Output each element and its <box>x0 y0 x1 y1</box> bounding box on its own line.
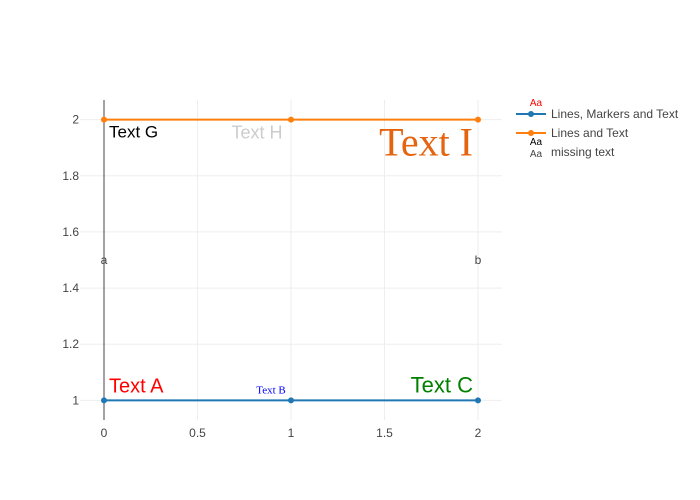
x-tick-label: 2 <box>475 426 482 440</box>
series-marker <box>101 116 107 123</box>
series-marker <box>475 397 481 404</box>
data-text-label: Text C <box>411 372 473 397</box>
legend-swatch-marker <box>528 111 534 117</box>
legend-item-2[interactable]: Aa missing text <box>530 145 615 160</box>
legend-label: Lines and Text <box>551 126 629 140</box>
y-tick-label: 2 <box>72 113 79 127</box>
legend-label: Lines, Markers and Text <box>551 107 679 121</box>
y-tick-label: 1.2 <box>62 337 79 351</box>
legend[interactable]: Aa Lines, Markers and Text Aa Lines and Tex… <box>516 98 679 160</box>
y-tick-label: 1.8 <box>62 169 79 183</box>
data-text-label: Text G <box>109 123 158 142</box>
legend-item-0[interactable]: Aa Lines, Markers and Text <box>516 98 679 121</box>
series-marker <box>288 116 294 123</box>
legend-swatch-text: Aa <box>530 149 543 160</box>
y-tick-label: 1.4 <box>62 281 79 295</box>
data-text-label: Text H <box>231 123 282 143</box>
data-text-label: Text B <box>256 384 285 396</box>
series-marker <box>475 116 481 123</box>
y-tick-label: 1 <box>72 393 79 407</box>
data-text-label: Text A <box>109 375 164 397</box>
text-label-layer: Text A Text B Text C Text G Text H Text I a b <box>101 120 482 398</box>
data-text-label: a <box>101 253 108 267</box>
x-tick-label: 0 <box>101 426 108 440</box>
x-tick-label: 0.5 <box>189 426 206 440</box>
series-layer <box>101 116 481 404</box>
y-tick-label: 1.6 <box>62 225 79 239</box>
series-marker <box>288 397 294 404</box>
legend-label: missing text <box>551 145 615 159</box>
data-text-label: Text I <box>379 120 473 165</box>
legend-swatch-marker <box>528 130 534 136</box>
legend-item-1[interactable]: Aa Lines and Text <box>516 126 629 148</box>
data-text-label: b <box>475 253 482 267</box>
legend-swatch-text: Aa <box>530 137 543 148</box>
x-tick-label: 1 <box>288 426 295 440</box>
axis-layer: 0 0.5 1 1.5 2 1 1.2 1.4 1.6 1.8 2 <box>62 100 482 440</box>
legend-swatch-text: Aa <box>530 98 543 109</box>
series-marker <box>101 397 107 404</box>
x-tick-label: 1.5 <box>376 426 393 440</box>
